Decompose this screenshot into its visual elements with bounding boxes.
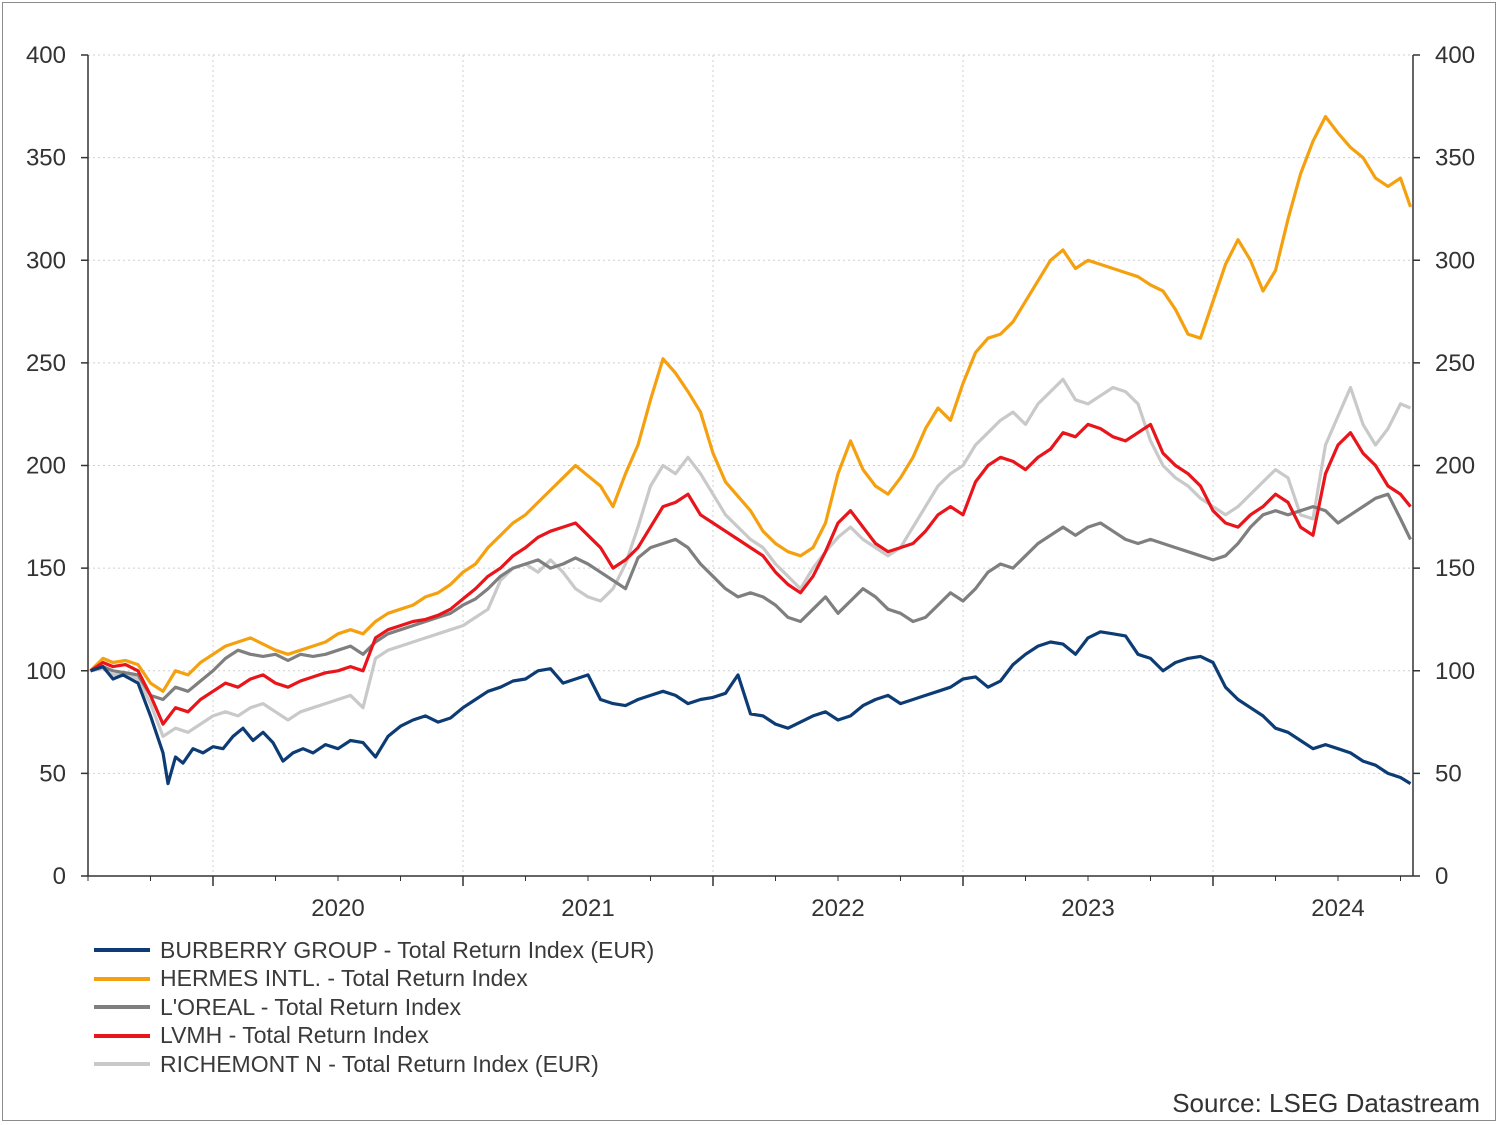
legend-item: HERMES INTL. - Total Return Index (94, 965, 654, 994)
legend-label: BURBERRY GROUP - Total Return Index (EUR… (160, 936, 655, 963)
axes (81, 54, 1420, 886)
y-tick-label-right: 400 (1435, 42, 1475, 69)
y-tick-label-left: 350 (26, 145, 66, 172)
y-tick-label-left: 150 (26, 555, 66, 582)
tick-labels: 0 0 50 50 100 100 150 150 200 200 250 250 300 300 350 3… (26, 42, 1475, 922)
x-tick-label: 2021 (561, 895, 614, 922)
y-tick-label-right: 0 (1435, 863, 1448, 890)
y-tick-label-left: 200 (26, 453, 66, 480)
series-line-1 (89, 115, 1413, 693)
legend-swatch (94, 948, 150, 953)
series-line-3 (89, 422, 1412, 726)
legend-swatch (94, 976, 150, 981)
chart-legend: BURBERRY GROUP - Total Return Index (EUR… (94, 936, 654, 1079)
y-tick-label-right: 350 (1435, 145, 1475, 172)
y-tick-label-right: 250 (1435, 350, 1475, 377)
x-tick-label: 2020 (311, 895, 364, 922)
x-tick-label: 2022 (811, 895, 864, 922)
legend-swatch (94, 1033, 150, 1038)
y-tick-label-left: 300 (26, 247, 66, 274)
gridlines (88, 54, 1413, 876)
legend-label: RICHEMONT N - Total Return Index (EUR) (160, 1050, 599, 1077)
legend-swatch (94, 1005, 150, 1010)
legend-item: RICHEMONT N - Total Return Index (EUR) (94, 1050, 654, 1079)
y-tick-label-right: 300 (1435, 247, 1475, 274)
legend-swatch (94, 1062, 150, 1067)
y-tick-label-left: 400 (26, 42, 66, 69)
legend-label: HERMES INTL. - Total Return Index (160, 965, 528, 992)
series-lines (89, 115, 1413, 786)
y-tick-label-right: 200 (1435, 453, 1475, 480)
legend-item: LVMH - Total Return Index (94, 1022, 654, 1051)
series-line-2 (89, 492, 1412, 702)
legend-item: BURBERRY GROUP - Total Return Index (EUR… (94, 936, 654, 965)
series-line-0 (89, 630, 1412, 786)
y-tick-label-right: 50 (1435, 760, 1462, 787)
y-tick-label-right: 100 (1435, 658, 1475, 685)
legend-label: L'OREAL - Total Return Index (160, 993, 461, 1020)
source-note: Source: LSEG Datastream (1172, 1088, 1480, 1118)
legend-item: L'OREAL - Total Return Index (94, 993, 654, 1022)
legend-label: LVMH - Total Return Index (160, 1022, 429, 1049)
y-tick-label-left: 100 (26, 658, 66, 685)
x-tick-label: 2024 (1311, 895, 1364, 922)
y-tick-label-left: 0 (53, 863, 66, 890)
series-line-4 (90, 377, 1412, 738)
y-tick-label-left: 50 (39, 760, 66, 787)
y-tick-label-right: 150 (1435, 555, 1475, 582)
x-tick-label: 2023 (1061, 895, 1114, 922)
y-tick-label-left: 250 (26, 350, 66, 377)
